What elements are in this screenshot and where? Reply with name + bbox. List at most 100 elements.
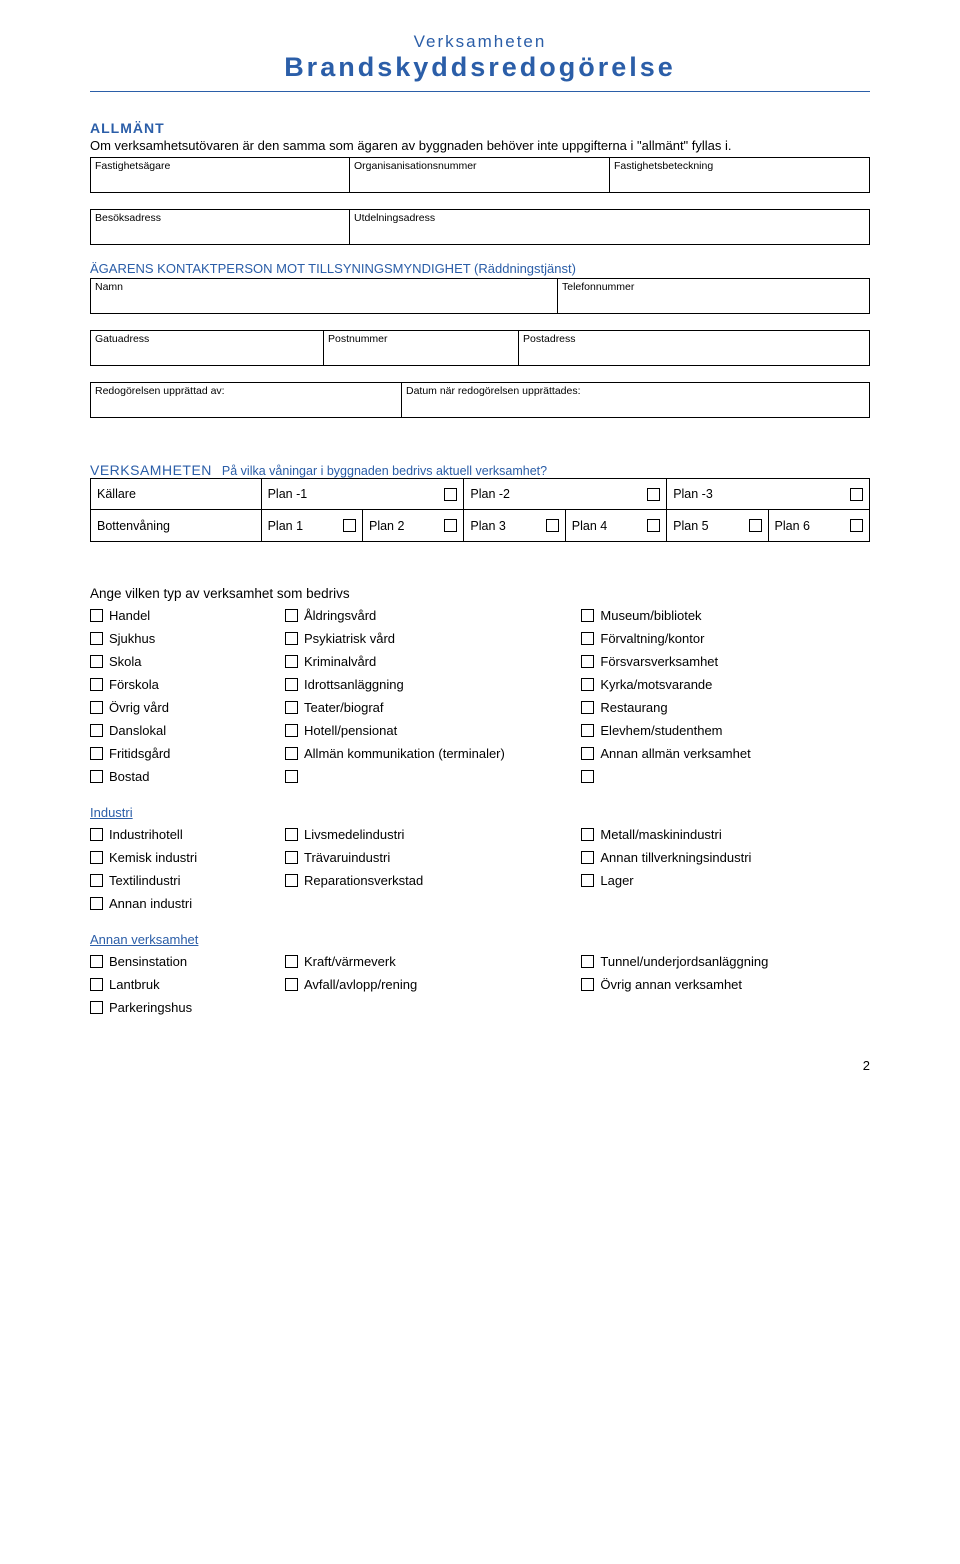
plan-minus-3[interactable]: Plan -3 [667,478,870,510]
checkbox-icon[interactable] [90,609,103,622]
checkbox-icon[interactable] [749,519,762,532]
plan-6[interactable]: Plan 6 [769,510,870,542]
field-postnummer[interactable]: Postnummer [324,330,519,366]
checkbox-item[interactable]: Lager [581,870,870,891]
plan-1[interactable]: Plan 1 [262,510,363,542]
checkbox-icon[interactable] [581,828,594,841]
checkbox-item[interactable]: Handel [90,605,285,626]
checkbox-item[interactable]: Museum/bibliotek [581,605,870,626]
checkbox-item[interactable]: Åldringsvård [285,605,581,626]
plan-minus-2[interactable]: Plan -2 [464,478,667,510]
checkbox-icon[interactable] [90,955,103,968]
checkbox-item[interactable]: Metall/maskinindustri [581,824,870,845]
checkbox-icon[interactable] [285,701,298,714]
checkbox-item[interactable]: Trävaruindustri [285,847,581,868]
checkbox-icon[interactable] [647,488,660,501]
field-telefonnummer[interactable]: Telefonnummer [558,278,870,314]
checkbox-item[interactable]: Kyrka/motsvarande [581,674,870,695]
checkbox-icon[interactable] [343,519,356,532]
checkbox-icon[interactable] [285,747,298,760]
checkbox-icon[interactable] [581,747,594,760]
checkbox-item[interactable]: Övrig annan verksamhet [581,974,870,995]
checkbox-item[interactable]: Idrottsanläggning [285,674,581,695]
checkbox-item[interactable]: Försvarsverksamhet [581,651,870,672]
checkbox-icon[interactable] [581,851,594,864]
checkbox-item[interactable]: Livsmedelindustri [285,824,581,845]
checkbox-item[interactable]: Elevhem/studenthem [581,720,870,741]
checkbox-icon[interactable] [285,828,298,841]
checkbox-icon[interactable] [850,519,863,532]
checkbox-icon[interactable] [285,851,298,864]
checkbox-item[interactable]: Danslokal [90,720,285,741]
field-gatuadress[interactable]: Gatuadress [90,330,324,366]
field-fastighetsbeteckning[interactable]: Fastighetsbeteckning [610,157,870,193]
checkbox-icon[interactable] [90,1001,103,1014]
checkbox-item[interactable]: Förskola [90,674,285,695]
checkbox-icon[interactable] [90,747,103,760]
checkbox-icon[interactable] [285,632,298,645]
checkbox-item[interactable]: Kemisk industri [90,847,285,868]
checkbox-item[interactable]: Allmän kommunikation (terminaler) [285,743,581,764]
plan-3[interactable]: Plan 3 [464,510,565,542]
checkbox-icon[interactable] [90,724,103,737]
checkbox-item[interactable]: Industrihotell [90,824,285,845]
checkbox-icon[interactable] [581,770,594,783]
checkbox-item[interactable]: Förvaltning/kontor [581,628,870,649]
field-namn[interactable]: Namn [90,278,558,314]
checkbox-icon[interactable] [90,655,103,668]
field-organisationsnummer[interactable]: Organisanisationsnummer [350,157,610,193]
checkbox-icon[interactable] [581,632,594,645]
checkbox-icon[interactable] [285,955,298,968]
checkbox-item[interactable]: Fritidsgård [90,743,285,764]
checkbox-icon[interactable] [90,828,103,841]
checkbox-icon[interactable] [581,978,594,991]
checkbox-item[interactable]: Teater/biograf [285,697,581,718]
checkbox-icon[interactable] [444,488,457,501]
checkbox-icon[interactable] [90,897,103,910]
checkbox-item[interactable] [285,766,581,787]
checkbox-icon[interactable] [90,978,103,991]
checkbox-icon[interactable] [581,724,594,737]
field-utdelningsadress[interactable]: Utdelningsadress [350,209,870,245]
plan-2[interactable]: Plan 2 [363,510,464,542]
checkbox-icon[interactable] [581,701,594,714]
checkbox-icon[interactable] [285,874,298,887]
checkbox-icon[interactable] [581,955,594,968]
plan-5[interactable]: Plan 5 [667,510,768,542]
checkbox-icon[interactable] [90,678,103,691]
checkbox-icon[interactable] [90,851,103,864]
checkbox-icon[interactable] [285,770,298,783]
checkbox-icon[interactable] [581,655,594,668]
checkbox-icon[interactable] [285,655,298,668]
checkbox-item[interactable]: Kraft/värmeverk [285,951,581,972]
checkbox-item[interactable]: Restaurang [581,697,870,718]
field-fastighetsagare[interactable]: Fastighetsägare [90,157,350,193]
checkbox-icon[interactable] [546,519,559,532]
checkbox-icon[interactable] [850,488,863,501]
field-datum[interactable]: Datum när redogörelsen upprättades: [402,382,870,418]
checkbox-icon[interactable] [581,678,594,691]
checkbox-item[interactable]: Parkeringshus [90,997,285,1018]
checkbox-item[interactable]: Bensinstation [90,951,285,972]
checkbox-icon[interactable] [90,701,103,714]
checkbox-icon[interactable] [285,609,298,622]
field-upprattad-av[interactable]: Redogörelsen upprättad av: [90,382,402,418]
checkbox-item[interactable]: Sjukhus [90,628,285,649]
checkbox-item[interactable]: Kriminalvård [285,651,581,672]
checkbox-item[interactable]: Annan industri [90,893,285,914]
checkbox-item[interactable]: Tunnel/underjordsanläggning [581,951,870,972]
checkbox-icon[interactable] [581,609,594,622]
checkbox-item[interactable]: Annan tillverkningsindustri [581,847,870,868]
checkbox-icon[interactable] [647,519,660,532]
checkbox-item[interactable]: Reparationsverkstad [285,870,581,891]
checkbox-item[interactable]: Bostad [90,766,285,787]
checkbox-icon[interactable] [285,724,298,737]
checkbox-item[interactable]: Hotell/pensionat [285,720,581,741]
checkbox-item[interactable]: Textilindustri [90,870,285,891]
plan-minus-1[interactable]: Plan -1 [262,478,465,510]
checkbox-icon[interactable] [285,678,298,691]
plan-4[interactable]: Plan 4 [566,510,667,542]
checkbox-item[interactable]: Annan allmän verksamhet [581,743,870,764]
field-besoksadress[interactable]: Besöksadress [90,209,350,245]
checkbox-icon[interactable] [285,978,298,991]
